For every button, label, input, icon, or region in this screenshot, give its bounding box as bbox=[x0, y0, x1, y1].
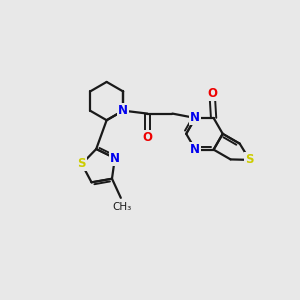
Text: N: N bbox=[190, 143, 200, 156]
Text: N: N bbox=[118, 104, 128, 117]
Text: N: N bbox=[110, 152, 120, 165]
Text: CH₃: CH₃ bbox=[113, 202, 132, 212]
Text: O: O bbox=[207, 87, 217, 101]
Text: S: S bbox=[245, 153, 254, 167]
Text: S: S bbox=[77, 158, 86, 170]
Text: O: O bbox=[142, 131, 152, 144]
Text: N: N bbox=[190, 112, 200, 124]
